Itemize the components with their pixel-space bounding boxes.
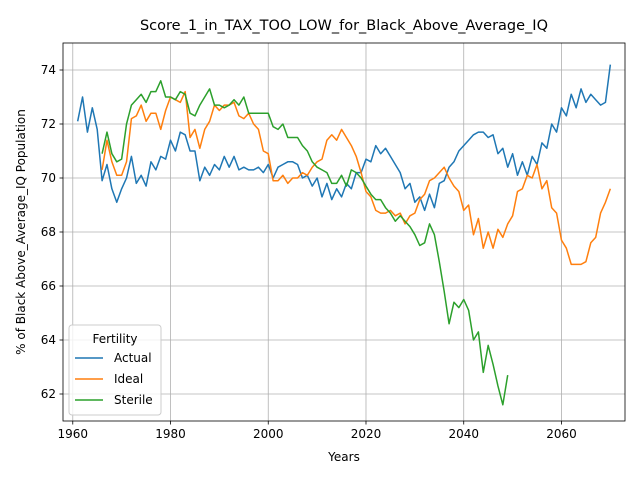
legend-entry-sterile: Sterile	[114, 393, 153, 407]
legend: Fertility Actual Ideal Sterile	[68, 324, 162, 416]
y-tick-label: 68	[41, 225, 56, 239]
y-tick-label: 66	[41, 279, 56, 293]
series-layer	[76, 64, 612, 406]
x-tick-label: 2060	[546, 427, 577, 441]
legend-title: Fertility	[92, 332, 137, 346]
y-tick-label: 70	[41, 171, 56, 185]
x-tick-label: 1980	[155, 427, 186, 441]
y-tick-label: 72	[41, 117, 56, 131]
y-axis-label: % of Black Above_Average_IQ Population	[14, 109, 28, 355]
legend-entry-actual: Actual	[114, 351, 152, 365]
x-tick-label: 2000	[253, 427, 284, 441]
x-tick-label: 1960	[58, 427, 89, 441]
series-line-sterile	[101, 80, 509, 406]
y-tick-label: 64	[41, 333, 56, 347]
legend-entry-ideal: Ideal	[114, 372, 143, 386]
y-tick-label: 62	[41, 387, 56, 401]
x-axis-ticks: 1960 1980 2000 2020 2040 2060	[58, 421, 577, 441]
chart-title: Score_1_in_TAX_TOO_LOW_for_Black_Above_A…	[140, 18, 548, 34]
x-tick-label: 2040	[448, 427, 479, 441]
x-tick-label: 2020	[351, 427, 382, 441]
y-tick-label: 74	[41, 63, 56, 77]
legend-box	[68, 324, 162, 416]
series-line-actual	[76, 64, 612, 212]
y-axis-ticks: 62 64 66 68 70 72 74	[41, 63, 63, 401]
series-line-ideal	[101, 90, 612, 266]
x-axis-label: Years	[327, 450, 360, 464]
